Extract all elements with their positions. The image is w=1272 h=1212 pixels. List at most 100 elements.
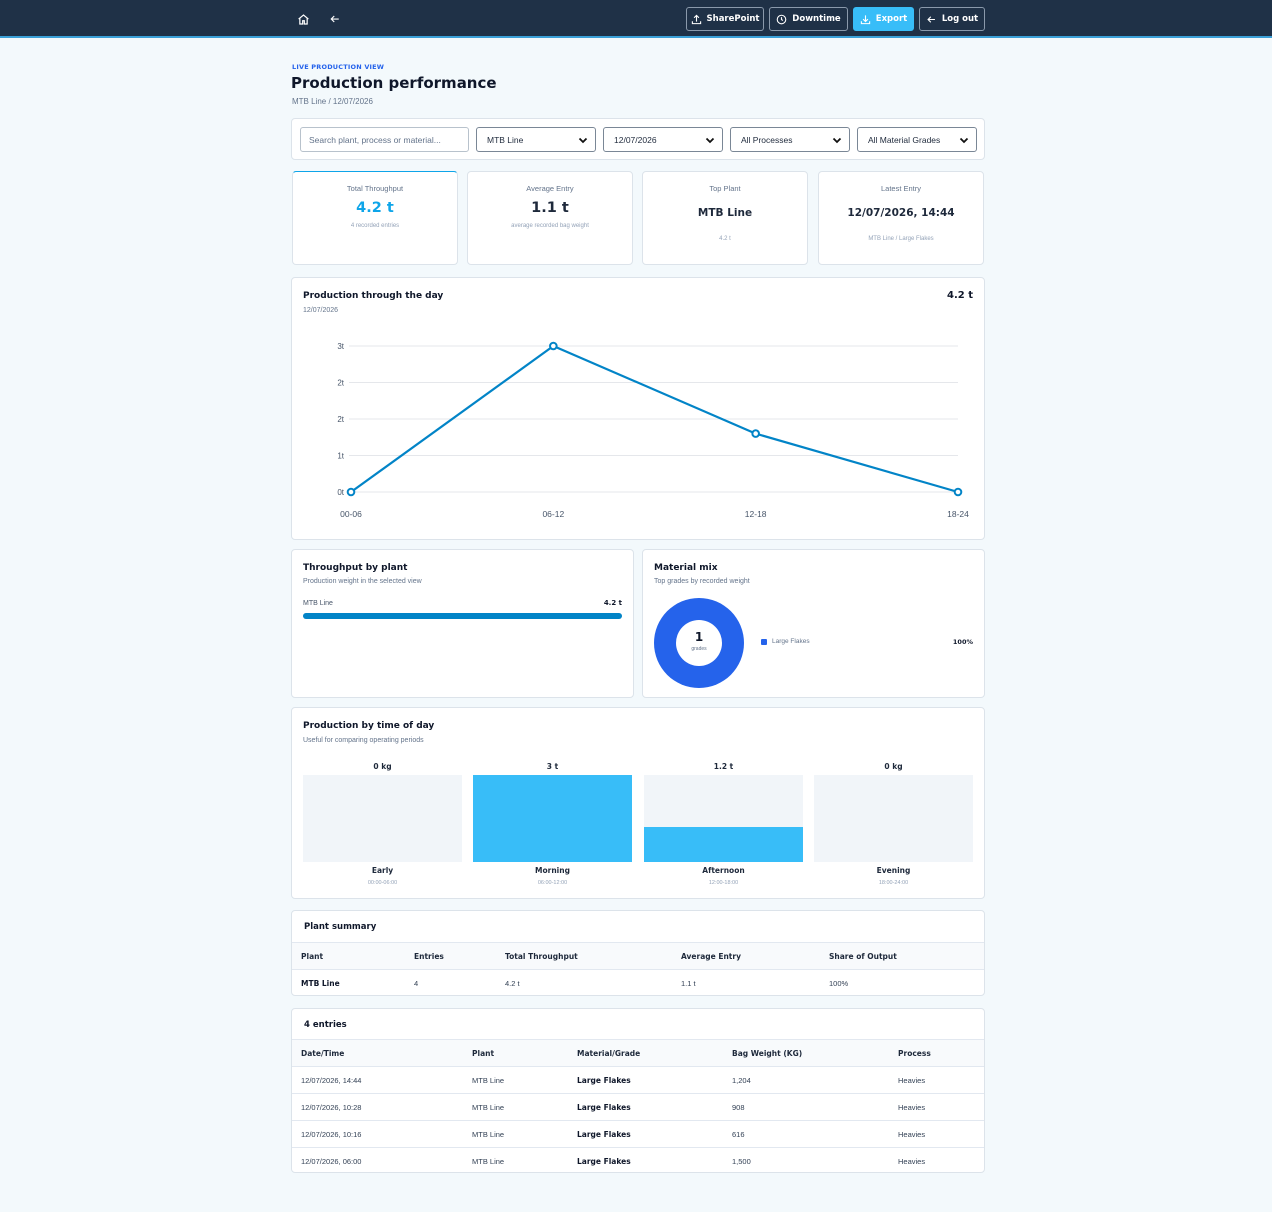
- day-chart-card: Production through the day 12/07/2026 4.…: [291, 277, 985, 540]
- tod-range-afternoon: 12:00-18:00: [708, 880, 739, 886]
- table-cell: 1.1 t: [681, 978, 696, 988]
- tod-range-early: 00:00-06:00: [367, 880, 398, 886]
- tod-fill: [644, 827, 803, 862]
- table-cell: 1,500: [732, 1156, 751, 1166]
- kpi-note: 4.2 t: [719, 236, 731, 242]
- tod-name-morning: Morning: [535, 866, 570, 875]
- kpi-latest-entry: Latest Entry 12/07/2026, 14:44 MTB Line …: [818, 171, 984, 265]
- plant-bar-track: [303, 613, 622, 619]
- column-header: Share of Output: [820, 942, 984, 970]
- column-header: Plant: [292, 942, 405, 970]
- plant-select-value: MTB Line: [487, 134, 524, 145]
- arrow-left-icon[interactable]: [327, 11, 343, 27]
- table-cell: 4.2 t: [505, 978, 520, 988]
- date-select-value: 12/07/2026: [614, 134, 657, 145]
- sharepoint-button[interactable]: SharePoint: [686, 7, 764, 31]
- page-eyebrow: LIVE PRODUCTION VIEW: [292, 63, 385, 71]
- column-header: Date/Time: [292, 1039, 463, 1067]
- tod-fill: [473, 775, 632, 862]
- page-title: Production performance: [291, 74, 497, 92]
- column-header: Average Entry: [672, 942, 820, 970]
- table-cell: Large Flakes: [568, 1120, 723, 1148]
- clock-icon: [776, 14, 787, 24]
- plant-select[interactable]: MTB Line: [476, 127, 596, 152]
- kpi-value: MTB Line: [697, 207, 753, 219]
- download-icon: [860, 14, 870, 24]
- plant-summary-card: Plant summary Plant Entries Total Throug…: [291, 910, 985, 996]
- column-header: Material/Grade: [568, 1039, 723, 1067]
- day-chart-total: 4.2 t: [947, 290, 973, 301]
- line-chart: 0t 1t 2t 2t 3t 00-06 06-12 12-18 18-24: [337, 341, 969, 519]
- table-row: MTB Line 4 4.2 t 1.1 t 100%: [292, 970, 984, 996]
- logout-button[interactable]: Log out: [919, 7, 985, 31]
- legend-label: Large Flakes: [772, 638, 810, 645]
- table-cell: 12/07/2026, 10:28: [292, 1093, 463, 1121]
- chevron-down-icon: [578, 137, 588, 144]
- tod-value-morning: 3 t: [546, 762, 559, 771]
- column-header: Entries: [405, 942, 496, 970]
- tod-value-afternoon: 1.2 t: [713, 762, 734, 771]
- table-cell: Large Flakes: [577, 1156, 631, 1166]
- material-mix-card: Material mix Top grades by recorded weig…: [642, 549, 985, 698]
- kpi-average-entry: Average Entry 1.1 t average recorded bag…: [467, 171, 633, 265]
- search-input[interactable]: [300, 127, 469, 152]
- tod-name-evening: Evening: [876, 866, 911, 875]
- mix-card-title: Material mix: [654, 563, 718, 573]
- data-point: [953, 487, 963, 497]
- x-tick-label: 18-24: [947, 509, 969, 519]
- table-row[interactable]: 12/07/2026, 10:16 MTB Line Large Flakes …: [292, 1120, 984, 1148]
- table-cell: 616: [723, 1120, 889, 1148]
- date-select[interactable]: 12/07/2026: [603, 127, 723, 152]
- logout-icon: [927, 15, 935, 23]
- table-row[interactable]: 12/07/2026, 06:00 MTB Line Large Flakes …: [292, 1148, 984, 1173]
- export-button[interactable]: Export: [853, 7, 914, 31]
- legend-share: 100%: [952, 638, 973, 646]
- series-line: [350, 344, 959, 494]
- summary-table: Plant Entries Total Throughput Average E…: [292, 942, 984, 996]
- table-row[interactable]: 12/07/2026, 10:28 MTB Line Large Flakes …: [292, 1093, 984, 1121]
- summary-title: Plant summary: [304, 922, 377, 932]
- data-point: [751, 429, 760, 438]
- logout-label: Log out: [941, 14, 979, 24]
- x-tick-label: 06-12: [542, 509, 564, 519]
- data-point: [549, 341, 558, 351]
- kpi-note: average recorded bag weight: [511, 223, 589, 229]
- home-icon[interactable]: [295, 11, 311, 27]
- column-header: Process: [889, 1039, 984, 1067]
- downtime-button[interactable]: Downtime: [769, 7, 848, 31]
- tod-bar-morning: [473, 775, 632, 862]
- column-header: Total Throughput: [496, 942, 672, 970]
- y-tick-label: 0t: [337, 488, 344, 497]
- kpi-label: Total Throughput: [346, 184, 404, 193]
- table-row[interactable]: 12/07/2026, 14:44 MTB Line Large Flakes …: [292, 1066, 984, 1094]
- entries-card: 4 entries Date/Time Plant Material/Grade…: [291, 1008, 985, 1173]
- tod-name-early: Early: [371, 866, 394, 875]
- entries-table: Date/Time Plant Material/Grade Bag Weigh…: [292, 1039, 984, 1173]
- table-cell: Heavies: [889, 1066, 984, 1094]
- tod-bar-evening: [814, 775, 973, 862]
- table-cell: Heavies: [898, 1156, 926, 1166]
- tod-bar-afternoon: [644, 775, 803, 862]
- table-cell: 12/07/2026, 10:16: [292, 1120, 463, 1148]
- kpi-top-plant: Top Plant MTB Line 4.2 t: [642, 171, 808, 265]
- table-cell: Heavies: [889, 1120, 984, 1148]
- table-cell: 12/07/2026, 14:44: [292, 1066, 463, 1094]
- export-label: Export: [875, 14, 908, 24]
- tod-value-early: 0 kg: [373, 762, 392, 771]
- tod-range-morning: 06:00-12:00: [537, 880, 568, 886]
- plant-row-value: 4.2 t: [603, 599, 622, 607]
- process-select[interactable]: All Processes: [730, 127, 850, 152]
- process-select-value: All Processes: [741, 134, 793, 145]
- table-cell: MTB Line: [472, 1156, 505, 1166]
- table-cell: MTB Line: [463, 1093, 568, 1121]
- sharepoint-label: SharePoint: [706, 14, 760, 24]
- kpi-value: 12/07/2026, 14:44: [847, 207, 955, 219]
- y-tick-label: 2t: [337, 379, 344, 388]
- grade-select[interactable]: All Material Grades: [857, 127, 977, 152]
- mix-card-subtitle: Top grades by recorded weight: [654, 578, 750, 585]
- x-tick-label: 12-18: [745, 509, 767, 519]
- kpi-value: 1.1 t: [531, 200, 569, 216]
- filter-bar: MTB Line 12/07/2026 All Processes All Ma…: [291, 118, 985, 160]
- kpi-label: Latest Entry: [880, 184, 922, 193]
- entries-title: 4 entries: [304, 1020, 347, 1030]
